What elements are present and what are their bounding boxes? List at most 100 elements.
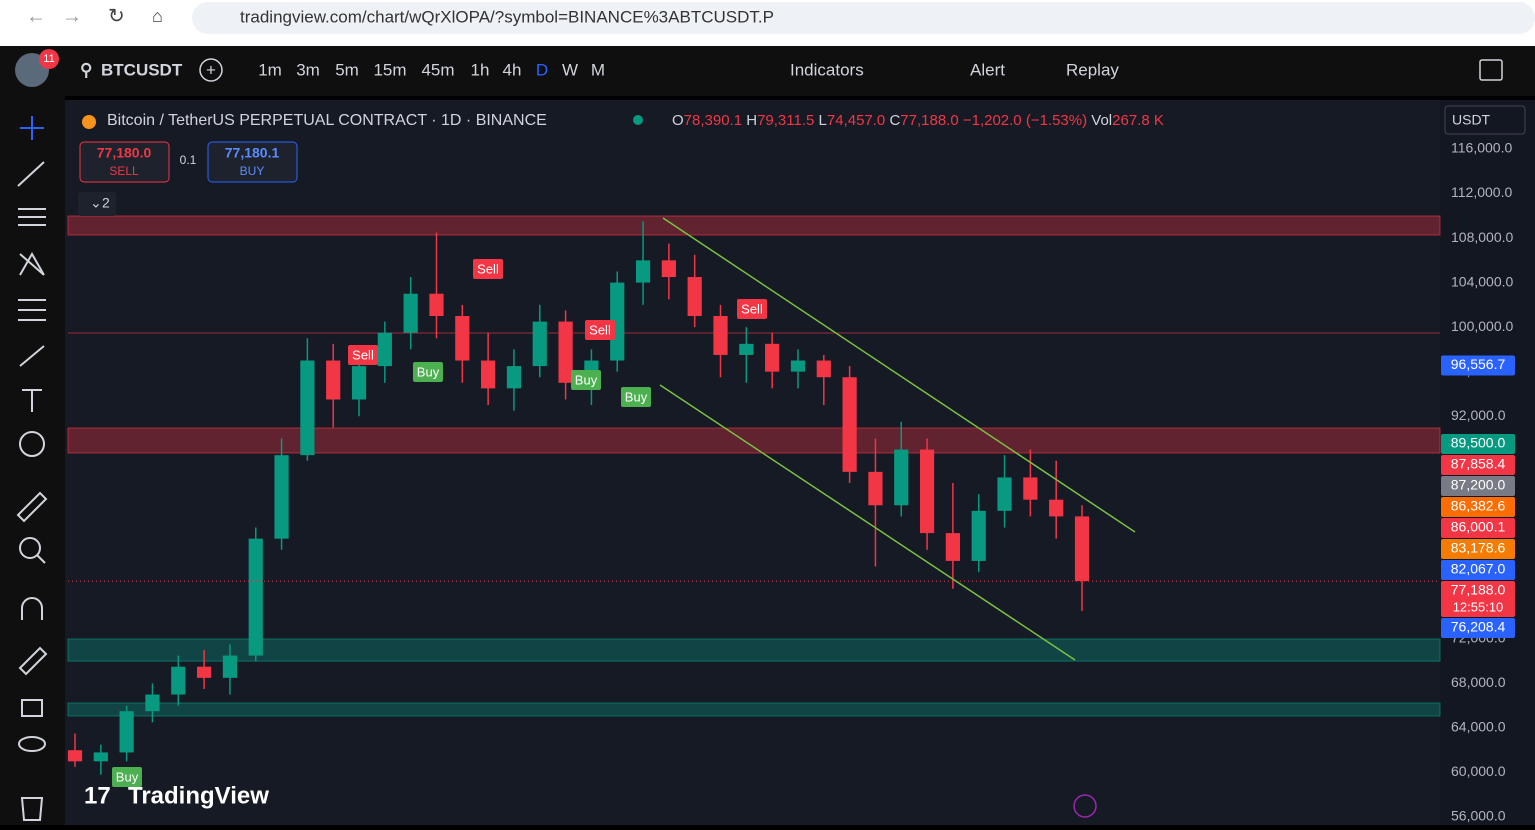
- replay-button[interactable]: Replay: [1066, 60, 1119, 79]
- price-tag: [1441, 355, 1515, 376]
- candle-body: [248, 538, 263, 656]
- logo: TradingView: [128, 782, 269, 809]
- signal-tag: [737, 299, 767, 319]
- price-tag: [1441, 434, 1515, 455]
- interval[interactable]: 1m: [258, 60, 282, 79]
- interval[interactable]: 15m: [373, 60, 406, 79]
- interval[interactable]: 5m: [335, 60, 359, 79]
- btc-icon: [82, 115, 96, 129]
- indicators-button[interactable]: Indicators: [790, 60, 864, 79]
- badge-count: 11: [43, 53, 54, 65]
- price-tag-label: 86,382.6: [1451, 498, 1506, 514]
- address-bar[interactable]: [192, 2, 1535, 34]
- vol-label: Vol: [1091, 112, 1112, 129]
- back-button[interactable]: ←: [26, 5, 46, 27]
- candle-body: [635, 260, 651, 283]
- currency-select[interactable]: [1444, 105, 1526, 135]
- candle-body: [119, 711, 134, 753]
- price-tag-label: 89,500.0: [1451, 435, 1506, 451]
- home-button[interactable]: ⌂: [152, 6, 163, 26]
- interval[interactable]: 1h: [471, 60, 490, 79]
- url: tradingview.com/chart/wQrXlOPA/?symbol=B…: [240, 7, 774, 26]
- price-tag-label: 86,000.1: [1451, 519, 1506, 535]
- alert-icon[interactable]: [1073, 794, 1097, 818]
- interval[interactable]: 3m: [296, 60, 320, 79]
- forward-button[interactable]: →: [62, 5, 82, 27]
- y-tick-label: 60,000.0: [1451, 763, 1506, 779]
- candle-body: [971, 510, 986, 561]
- candle-body: [532, 321, 547, 367]
- open: 78,390.1: [684, 112, 742, 129]
- candle-body: [739, 343, 754, 355]
- price-tag-label: 82,067.0: [1451, 561, 1506, 577]
- candle-body: [842, 377, 857, 472]
- candle-body: [713, 316, 728, 355]
- search-icon[interactable]: ⚲: [80, 60, 92, 79]
- volume: 267.8 K: [1112, 112, 1164, 129]
- candle-body: [1023, 477, 1038, 500]
- candle-body: [481, 360, 496, 389]
- symbol[interactable]: BTCUSDT: [101, 60, 183, 79]
- candle-body: [506, 366, 522, 389]
- signal-tag: [571, 370, 601, 390]
- price-tag-label: 83,178.6: [1451, 540, 1506, 556]
- change: −1,202.0 (−1.53%): [963, 112, 1087, 129]
- compare-plus: +: [206, 60, 216, 79]
- interval[interactable]: 45m: [421, 60, 454, 79]
- candle-body: [377, 332, 392, 367]
- candle-body: [351, 366, 367, 400]
- collapse-button[interactable]: [78, 192, 116, 216]
- compare-button[interactable]: [199, 58, 223, 82]
- signal-tag: [473, 259, 503, 279]
- o-label: O: [672, 112, 684, 129]
- signal-tag: [112, 767, 142, 787]
- candle-body: [1049, 499, 1064, 517]
- fullscreen-button[interactable]: [1479, 59, 1503, 81]
- low: 74,457.0: [827, 112, 885, 129]
- currency: USDT: [1452, 112, 1491, 128]
- price-tag-label: 76,208.4: [1451, 619, 1506, 635]
- price-tag: [1441, 581, 1515, 618]
- buy-button[interactable]: [207, 141, 298, 183]
- collapse-icon: ⌄: [90, 195, 102, 211]
- tool-icons[interactable]: [16, 116, 48, 821]
- candle-body: [455, 316, 470, 361]
- zone: [67, 702, 1441, 717]
- y-tick-label: 68,000.0: [1451, 674, 1506, 690]
- y-tick-label: 92,000.0: [1451, 407, 1506, 423]
- interval[interactable]: D: [536, 60, 548, 79]
- zone: [67, 638, 1441, 662]
- zone: [67, 427, 1441, 454]
- y-tick-label: 116,000.0: [1451, 140, 1512, 156]
- interval[interactable]: W: [562, 60, 578, 79]
- y-tick-label: 56,000.0: [1451, 808, 1506, 824]
- reload-button[interactable]: ↻: [108, 5, 125, 27]
- candle-body: [610, 282, 625, 361]
- price-tag-label: 87,858.4: [1451, 456, 1506, 472]
- interval[interactable]: 4h: [503, 60, 522, 79]
- candle-body: [93, 752, 108, 762]
- sell-label: SELL: [109, 164, 139, 178]
- candle-body: [687, 277, 702, 316]
- signal-tag: [621, 387, 651, 407]
- sell-button[interactable]: [79, 141, 170, 183]
- l-label: L: [819, 112, 827, 129]
- candle-body: [558, 321, 573, 383]
- signal-label: Sell: [589, 322, 611, 337]
- y-tick-label: 112,000.0: [1451, 184, 1512, 200]
- signal-tag: [585, 320, 615, 340]
- signal-label: Sell: [352, 347, 374, 362]
- price-tag-label: 77,188.0: [1451, 582, 1506, 598]
- candle-body: [67, 750, 83, 762]
- candle-body: [945, 533, 960, 561]
- plot: 56,000.060,000.064,000.068,000.072,000.0…: [67, 140, 1515, 824]
- price-tag: [1441, 497, 1515, 518]
- alert-button[interactable]: Alert: [970, 60, 1005, 79]
- candle-body: [868, 471, 883, 506]
- trend-line: [659, 384, 1076, 661]
- zone: [67, 215, 1441, 236]
- candle-body: [403, 293, 418, 333]
- interval[interactable]: M: [591, 60, 605, 79]
- signal-tag: [348, 345, 378, 365]
